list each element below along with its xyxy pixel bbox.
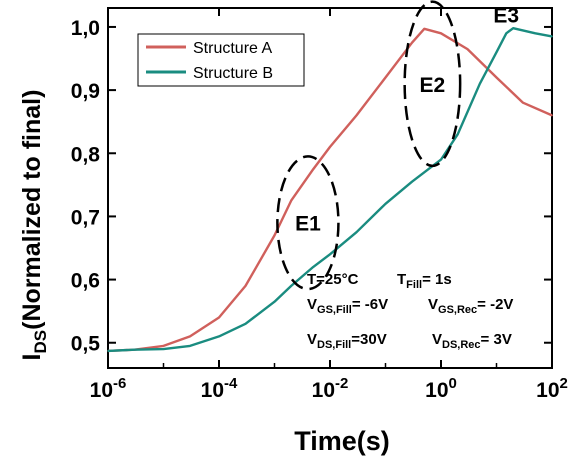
ticks-layer: 0,5 0,6 0,7 0,8 0,9 1,0 10-6 10-4 10-2 100 102 bbox=[71, 8, 568, 402]
data-point bbox=[189, 335, 191, 338]
svg-text:IDS(Normalized to final): IDS(Normalized to final) bbox=[18, 90, 50, 361]
x-tick-label: 10-6 bbox=[90, 375, 127, 402]
data-point bbox=[534, 32, 537, 35]
data-point bbox=[551, 114, 553, 117]
condition-vds-rec: VDS,Rec= 3V bbox=[432, 331, 512, 351]
data-point bbox=[456, 133, 459, 136]
legend-box bbox=[137, 33, 305, 87]
annotation-layer: E1 E2 E3 bbox=[276, 0, 519, 291]
data-point bbox=[384, 203, 387, 205]
y-tick-label: 1,0 bbox=[71, 17, 100, 40]
data-point bbox=[495, 51, 498, 53]
legend-label-structure-b: Structure B bbox=[193, 65, 273, 82]
data-point bbox=[329, 253, 331, 256]
y-tick-label: 0,7 bbox=[71, 206, 100, 229]
data-point bbox=[355, 231, 358, 233]
condition-vds-fill: VDS,Fill=30V bbox=[307, 331, 387, 351]
annotation-label-e3: E3 bbox=[493, 4, 519, 27]
test-conditions: T=25°C TFill= 1s VGS,Fill= -6V VGS,Rec= … bbox=[307, 271, 513, 351]
data-point bbox=[290, 199, 293, 202]
data-point bbox=[440, 158, 442, 161]
x-tick-label: 100 bbox=[425, 375, 457, 402]
y-tick-label: 0,5 bbox=[71, 333, 101, 356]
legend: Structure A Structure B bbox=[137, 33, 305, 87]
y-axis-title: IDS(Normalized to final) bbox=[18, 90, 50, 361]
y-axis-title-main: I bbox=[18, 353, 46, 360]
data-point bbox=[107, 350, 109, 352]
data-point bbox=[411, 41, 413, 44]
data-point bbox=[495, 76, 498, 79]
y-tick-label: 0,9 bbox=[71, 80, 100, 103]
y-tick-label: 0,6 bbox=[71, 270, 100, 293]
data-point bbox=[522, 101, 524, 104]
data-point bbox=[290, 285, 293, 287]
data-point bbox=[411, 180, 413, 183]
data-point bbox=[162, 348, 165, 350]
data-point bbox=[329, 146, 331, 148]
x-axis-title: Time(s) bbox=[294, 426, 390, 456]
x-tick-label: 10-2 bbox=[312, 375, 349, 402]
data-point bbox=[551, 35, 553, 38]
annotation-label-e2: E2 bbox=[420, 74, 446, 97]
data-point bbox=[162, 345, 165, 347]
annotation-ellipse-e1 bbox=[276, 155, 340, 291]
data-point bbox=[244, 323, 247, 325]
data-point bbox=[479, 83, 481, 85]
condition-vgs-rec: VGS,Rec= -2V bbox=[428, 296, 513, 316]
data-point bbox=[244, 285, 247, 287]
data-point bbox=[512, 27, 514, 30]
x-tick-label: 10-4 bbox=[201, 375, 238, 402]
y-axis-title-rest: (Normalized to final) bbox=[18, 90, 46, 330]
condition-temperature: T=25°C bbox=[307, 271, 359, 288]
data-point bbox=[133, 348, 136, 351]
y-tick-label: 0,8 bbox=[71, 143, 101, 166]
y-axis-title-sub: DS bbox=[31, 330, 50, 354]
data-point bbox=[440, 32, 442, 35]
condition-t-fill: TFill= 1s bbox=[397, 271, 452, 291]
data-point bbox=[355, 114, 358, 117]
data-point bbox=[384, 76, 387, 79]
data-point bbox=[423, 28, 426, 30]
legend-label-structure-a: Structure A bbox=[193, 40, 272, 57]
x-tick-label: 102 bbox=[536, 375, 568, 402]
data-point bbox=[218, 316, 220, 319]
series-layer bbox=[107, 27, 553, 353]
data-point bbox=[218, 335, 220, 338]
data-point bbox=[189, 345, 191, 347]
data-point bbox=[273, 300, 276, 303]
data-point bbox=[273, 234, 276, 237]
condition-vgs-fill: VGS,Fill= -6V bbox=[307, 296, 388, 316]
data-point bbox=[466, 48, 469, 50]
data-point bbox=[505, 32, 508, 35]
data-point bbox=[312, 168, 315, 170]
data-point bbox=[312, 266, 315, 268]
annotation-ellipse-e2 bbox=[403, 0, 462, 168]
annotation-label-e1: E1 bbox=[295, 213, 321, 236]
